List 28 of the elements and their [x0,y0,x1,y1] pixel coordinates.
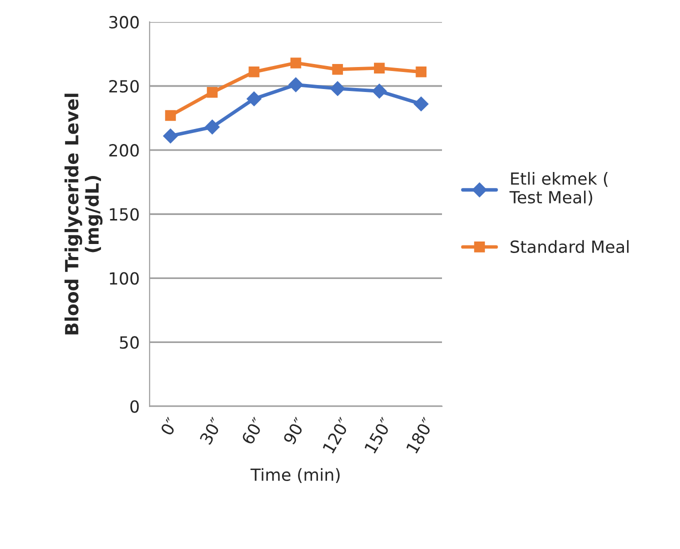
point [372,84,387,99]
y-tick-label: 300 [109,16,139,29]
legend-label: Etli ekmek (Test Meal) [509,172,608,206]
legend-label: Standard Meal [510,240,629,254]
y-tick-label: 0 [130,400,139,413]
x-tick-label: 0″ [160,416,179,436]
point [414,96,429,112]
point [290,58,302,68]
point [163,128,178,144]
x-tick-label: 60″ [241,416,265,446]
point [204,120,220,134]
y-axis-title: Blood Triglyceride Level (mg/dL) [64,94,103,334]
point [206,87,218,98]
y-tick-label: 150 [110,208,139,221]
point [248,66,260,78]
point [246,91,262,106]
y-tick-label: 200 [109,144,139,157]
point [416,66,426,78]
point [374,62,385,74]
point [165,110,176,121]
x-tick-label: 90″ [282,416,307,446]
point [288,77,304,92]
x-axis-title: Time (min) [250,468,340,483]
point [330,81,345,96]
point [332,64,343,75]
y-tick-label: 50 [120,336,139,349]
y-tick-label: 250 [109,80,139,93]
y-tick-label: 100 [110,272,139,285]
